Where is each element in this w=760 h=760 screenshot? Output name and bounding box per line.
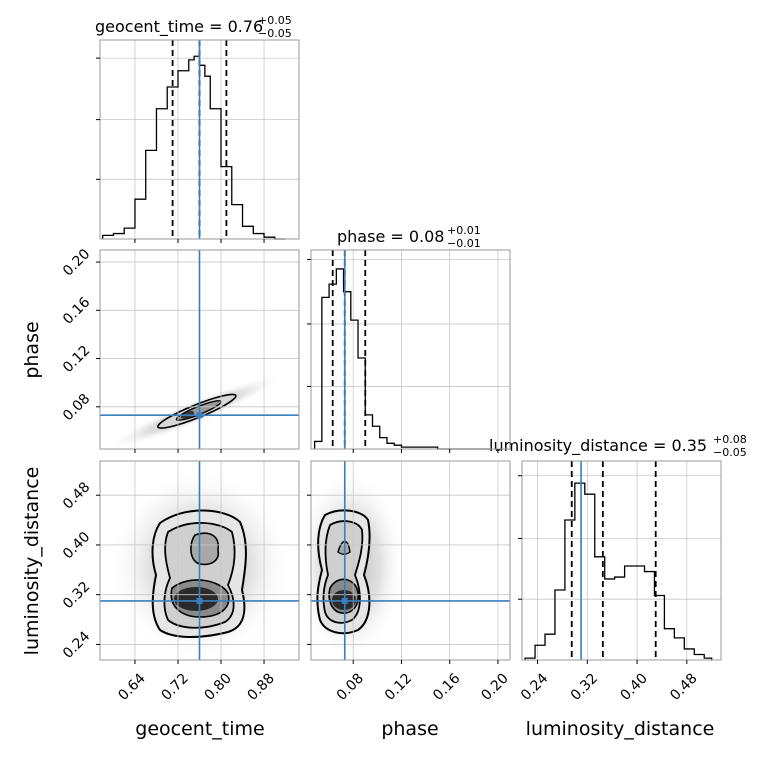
xlabel-phase: phase <box>381 718 438 740</box>
tick-label-x: 0.12 <box>382 670 415 703</box>
title-luminosity-distance: luminosity_distance = 0.35 <box>489 436 707 456</box>
tick-label-x: 0.24 <box>518 670 551 703</box>
xlabel-geocent-time: geocent_time <box>135 718 264 740</box>
title-luminosity-distance-plus: +0.08 <box>713 433 747 446</box>
contour-inner-upper <box>190 532 220 566</box>
truth-marker <box>341 597 348 604</box>
density-core <box>174 587 218 611</box>
density-2d-phase-distance <box>311 470 405 660</box>
panel-frame <box>521 460 722 661</box>
tick-label-x: 0.20 <box>478 670 511 703</box>
title-phase-plus: +0.01 <box>447 224 481 237</box>
histogram-geocent_time <box>102 55 286 240</box>
ylabel-luminosity-distance: luminosity_distance <box>21 467 43 656</box>
histogram-phase <box>313 268 492 450</box>
panel-frame <box>99 249 300 450</box>
title-geocent-time: geocent_time = 0.76 <box>95 17 263 37</box>
tick-label-x: 0.88 <box>245 670 278 703</box>
tick-label-y: 0.40 <box>60 529 93 562</box>
tick-label-x: 0.16 <box>430 670 463 703</box>
density-2d-geocent-phase <box>105 374 285 449</box>
title-luminosity-distance-minus: −0.05 <box>713 446 747 459</box>
title-geocent-time-minus: −0.05 <box>258 27 292 40</box>
histogram-luminosity_distance <box>524 482 713 660</box>
density-cloud <box>105 374 285 449</box>
tick-label-x: 0.08 <box>334 670 367 703</box>
tick-label-x: 0.64 <box>115 670 148 703</box>
tick-label-x: 0.48 <box>667 670 700 703</box>
tick-label-x: 0.40 <box>618 670 651 703</box>
tick-label-y: 0.32 <box>60 579 93 612</box>
tick-label-y: 0.12 <box>60 343 93 376</box>
panel-frame <box>99 460 300 661</box>
tick-label-y: 0.20 <box>60 246 93 279</box>
panel-frame <box>99 39 300 240</box>
tick-label-y: 0.48 <box>60 479 93 512</box>
tick-label-x: 0.80 <box>202 670 235 703</box>
panel-frame <box>310 249 511 450</box>
tick-label-x: 0.32 <box>568 670 601 703</box>
panel-frame <box>310 460 511 661</box>
ylabel-phase: phase <box>21 321 43 378</box>
title-phase: phase = 0.08 <box>337 227 444 246</box>
tick-label-y: 0.08 <box>60 391 93 424</box>
truth-marker <box>196 412 203 419</box>
tick-label-y: 0.16 <box>60 294 93 327</box>
tick-label-x: 0.72 <box>158 670 191 703</box>
title-geocent-time-plus: +0.05 <box>258 14 292 27</box>
title-phase-minus: −0.01 <box>447 237 481 250</box>
tick-label-y: 0.24 <box>60 628 93 661</box>
xlabel-luminosity-distance: luminosity_distance <box>526 718 715 740</box>
truth-marker <box>196 597 203 604</box>
